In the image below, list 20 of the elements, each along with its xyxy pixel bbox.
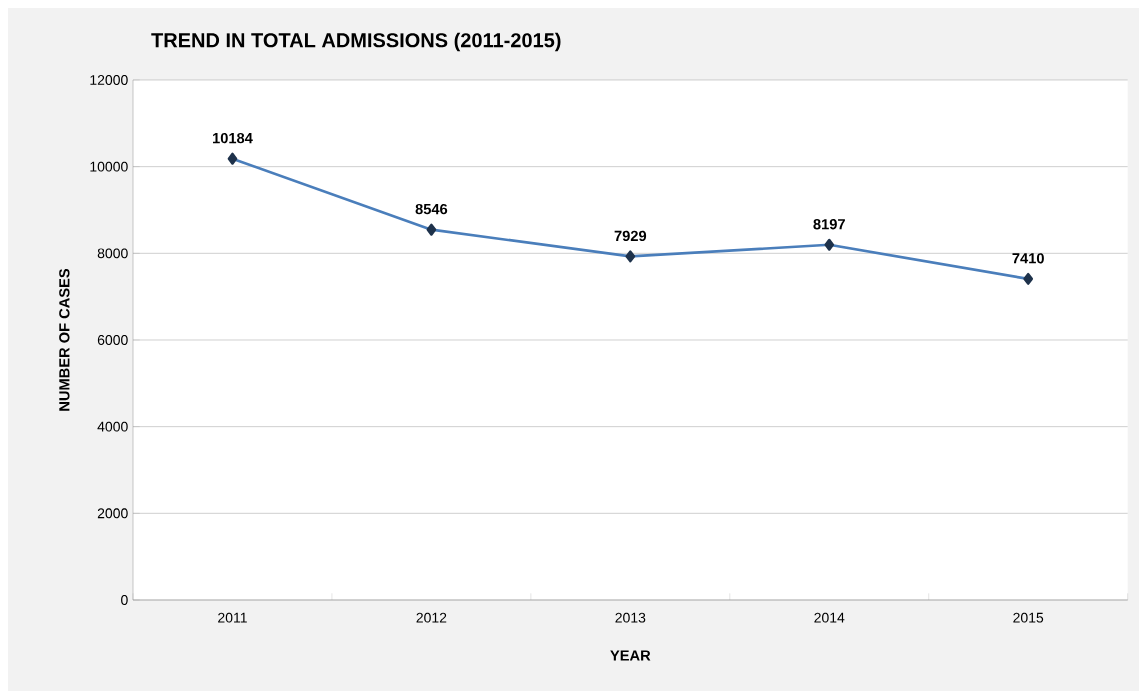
y-tick-label: 2000 xyxy=(97,508,128,519)
x-axis-title: YEAR xyxy=(610,650,651,661)
data-label: 8546 xyxy=(415,203,448,215)
y-axis-title: NUMBER OF CASES xyxy=(59,268,70,411)
data-label: 8197 xyxy=(813,219,845,230)
y-tick-label: 10000 xyxy=(90,161,128,172)
data-label: 10184 xyxy=(213,132,253,144)
y-tick-label: 8000 xyxy=(97,248,128,259)
x-tick-label: 2011 xyxy=(218,612,247,623)
x-tick-label: 2013 xyxy=(615,612,646,623)
y-tick-label: 6000 xyxy=(97,335,128,345)
y-tick-label: 4000 xyxy=(97,421,128,432)
y-tick-label: 12000 xyxy=(90,75,128,85)
x-tick-label: 2015 xyxy=(1013,612,1044,623)
chart-title: TREND IN TOTAL ADMISSIONS (2011-2015) xyxy=(151,32,561,52)
y-tick-label: 0 xyxy=(121,595,128,605)
data-label: 7929 xyxy=(614,230,647,242)
x-tick-label: 2014 xyxy=(814,612,845,623)
data-label: 7410 xyxy=(1012,253,1044,264)
x-tick-label: 2012 xyxy=(416,612,447,623)
